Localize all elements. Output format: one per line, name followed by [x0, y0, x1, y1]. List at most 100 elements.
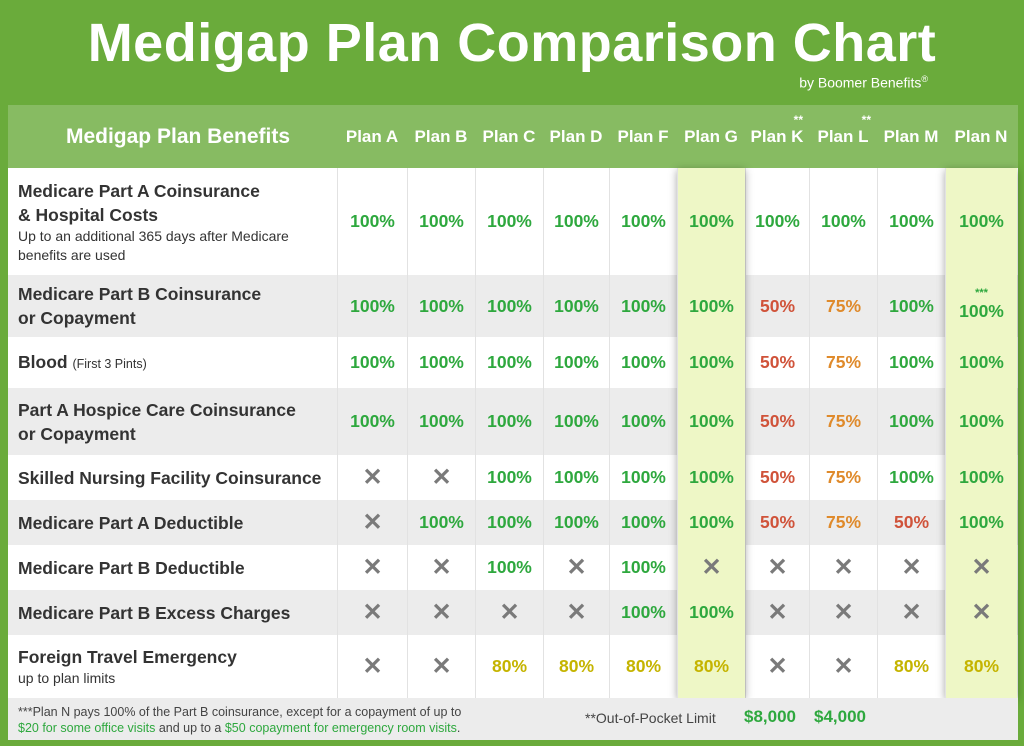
coverage-cell: 100% [609, 545, 677, 590]
table-header: Medigap Plan Benefits Plan A Plan B Plan C… [8, 105, 1018, 168]
byline-text: by Boomer Benefits [799, 74, 922, 91]
coverage-cell: 80% [609, 635, 677, 698]
table-row: Medicare Part B Deductible ✕ ✕ 100% ✕ 100% ✕ ✕ ✕… [8, 545, 1018, 590]
footnote-er: $50 copayment for emergency room visits [224, 721, 457, 735]
coverage-value: 100% [350, 411, 395, 431]
coverage-value: 100% [487, 557, 532, 577]
coverage-cell: ✕ [337, 455, 407, 500]
coverage-value: 100% [350, 352, 395, 372]
not-covered-icon: ✕ [901, 554, 922, 581]
coverage-value: 100% [689, 352, 734, 372]
benefit-label: Skilled Nursing Facility Coinsurance [8, 455, 337, 500]
coverage-cell: 100% [945, 388, 1017, 455]
coverage-value: 75% [825, 295, 862, 316]
plan-footnote-mark: ** [861, 113, 871, 127]
benefit-subtext: Up to an additional 365 days after Medic… [18, 227, 289, 263]
coverage-value: 100% [621, 602, 666, 622]
coverage-cell: 80% [677, 635, 745, 698]
coverage-value: 100% [419, 295, 464, 316]
coverage-cell: 100% [609, 590, 677, 635]
not-covered-icon: ✕ [971, 554, 992, 581]
benefit-name: Medicare Part A Coinsurance [18, 179, 337, 203]
footer: ***Plan N pays 100% of the Part B coinsu… [8, 698, 1018, 740]
coverage-cell: 100% [809, 168, 877, 275]
benefit-label: Medicare Part A Deductible [8, 500, 337, 545]
coverage-cell: 100% [337, 275, 407, 337]
coverage-value: 100% [621, 512, 666, 532]
not-covered-icon: ✕ [833, 554, 854, 581]
coverage-cell: 80% [475, 635, 543, 698]
coverage-cell: 100% [475, 500, 543, 545]
coverage-cell: 50% [745, 275, 809, 337]
coverage-cell: 100% [677, 500, 745, 545]
plan-name: Plan F [617, 126, 669, 146]
coverage-value: 100% [689, 512, 734, 532]
coverage-cell: 100% [337, 337, 407, 388]
table-row: Medicare Part A Deductible ✕ 100% 100% 100% 1… [8, 500, 1018, 545]
benefit-name-text: Medicare Part A Coinsurance [18, 180, 260, 201]
byline: by Boomer Benefits® [799, 74, 928, 91]
coverage-cell: 100% *** [945, 275, 1017, 337]
page-title: Medigap Plan Comparison Chart [87, 13, 937, 73]
coverage-cell: ✕ [337, 590, 407, 635]
coverage-cell: ✕ [407, 455, 475, 500]
coverage-cell: 100% [877, 337, 945, 388]
benefit-name: Medicare Part B Coinsurance [18, 282, 337, 306]
coverage-cell: 100% [677, 590, 745, 635]
benefit-name: Foreign Travel Emergency [18, 645, 337, 669]
benefit-name-text: Medicare Part B Excess Charges [18, 602, 291, 623]
footnote-office: $20 for some office visits [18, 721, 156, 735]
coverage-cell: 100% [877, 455, 945, 500]
coverage-value: 100% [554, 467, 599, 487]
coverage-value: 75% [825, 467, 862, 487]
coverage-value: 100% [487, 512, 532, 532]
plan-name: Plan C [482, 126, 536, 146]
plan-header-f: Plan F [609, 105, 677, 168]
plan-header-l: Plan L ** [809, 105, 877, 168]
coverage-cell: ✕ [337, 635, 407, 698]
plan-name: Plan A [345, 126, 399, 146]
coverage-cell: 100% [609, 337, 677, 388]
coverage-cell: ✕ [337, 500, 407, 545]
coverage-value: 100% [755, 211, 800, 231]
coverage-value: 100% [959, 467, 1004, 487]
footnote-end: . [456, 721, 461, 735]
coverage-cell: 100% [543, 455, 609, 500]
table-row: Medicare Part A Coinsurance & Hospital Co… [8, 168, 1018, 275]
coverage-cell: 100% [543, 388, 609, 455]
coverage-value: 50% [893, 512, 930, 532]
not-covered-icon: ✕ [767, 653, 788, 680]
benefit-name-text: Skilled Nursing Facility Coinsurance [18, 467, 322, 488]
coverage-value: 100% [689, 295, 734, 316]
coverage-value: 80% [693, 656, 730, 676]
coverage-cell: 100% [543, 337, 609, 388]
coverage-value: 100% [554, 211, 599, 231]
coverage-cell: 100% [475, 337, 543, 388]
coverage-value: 100% [487, 211, 532, 231]
coverage-cell: 100% [677, 337, 745, 388]
not-covered-icon: ✕ [701, 554, 722, 581]
coverage-cell: 100% [945, 168, 1017, 275]
coverage-value: 100% [689, 411, 734, 431]
plan-name: Plan G [684, 126, 738, 146]
benefit-name: Blood (First 3 Pints) [18, 350, 337, 376]
coverage-cell: 100% [609, 455, 677, 500]
coverage-cell: 50% [745, 455, 809, 500]
oop-plan-l: $4,000 [814, 707, 866, 726]
coverage-cell: 100% [407, 168, 475, 275]
not-covered-icon: ✕ [767, 554, 788, 581]
plan-header-m: Plan M [877, 105, 945, 168]
coverage-cell: 50% [745, 337, 809, 388]
comparison-table: Medigap Plan Benefits Plan A Plan B Plan C… [8, 105, 1018, 698]
benefit-label: Medicare Part B Coinsurance or Copayment [8, 275, 337, 337]
coverage-value: 50% [759, 352, 796, 372]
coverage-value: 100% [889, 295, 934, 316]
footnote-mark: *** [975, 287, 988, 299]
coverage-value: 100% [487, 467, 532, 487]
benefit-label: Foreign Travel Emergency up to plan limit… [8, 635, 337, 698]
coverage-cell: ✕ [745, 590, 809, 635]
coverage-cell: ✕ [809, 635, 877, 698]
coverage-value: 100% [689, 211, 734, 231]
benefit-name: Medicare Part B Deductible [18, 556, 337, 580]
coverage-cell: ✕ [945, 590, 1017, 635]
